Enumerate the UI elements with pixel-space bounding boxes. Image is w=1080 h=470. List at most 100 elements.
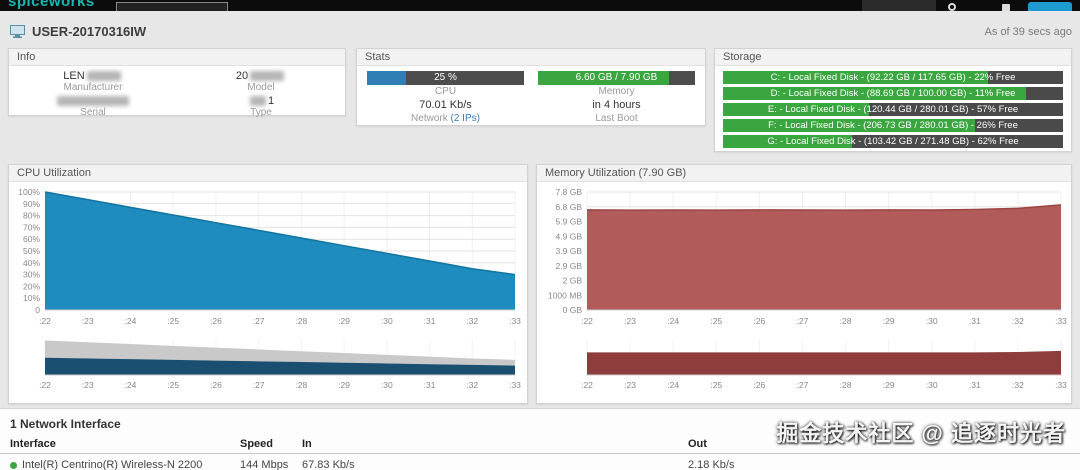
manufacturer-label: Manufacturer	[63, 82, 123, 93]
interface-out: 2.18 Kb/s	[688, 459, 735, 470]
disk-used-fill	[723, 87, 1026, 100]
type-value: 1	[267, 95, 275, 107]
svg-text::27: :27	[797, 380, 809, 390]
apps-icon[interactable]	[1002, 4, 1010, 11]
svg-text:0: 0	[35, 305, 40, 315]
memory-utilization-panel: Memory Utilization (7.90 GB) :22:23:24:2…	[536, 164, 1072, 404]
cpu-usage-bar: 25 %	[367, 71, 524, 85]
svg-text::22: :22	[39, 380, 51, 390]
app-logo[interactable]: spiceworks	[8, 0, 95, 10]
svg-text:3.9 GB: 3.9 GB	[556, 246, 583, 256]
svg-text::24: :24	[125, 316, 137, 326]
disk-usage-bar: G: - Local Fixed Disk - (103.42 GB / 271…	[723, 135, 1063, 148]
memory-usage-fill	[538, 71, 670, 85]
svg-text:80%: 80%	[23, 211, 40, 221]
svg-text::26: :26	[210, 380, 222, 390]
watermark: 掘金技术社区 @ 追逐时光者	[776, 421, 1066, 446]
last-boot-value: in 4 hours	[592, 99, 641, 111]
model-label: Model	[247, 82, 275, 93]
svg-text::31: :31	[424, 316, 436, 326]
disk-usage-label: F: - Local Fixed Disk - (206.73 GB / 280…	[768, 120, 1018, 131]
network-table-header: Interface Speed In Out	[0, 437, 1080, 454]
info-field-serial: Serial	[9, 94, 177, 119]
column-speed: Speed	[240, 438, 274, 450]
svg-text:6.8 GB: 6.8 GB	[556, 202, 583, 212]
cpu-usage-label: 25 %	[434, 72, 457, 83]
svg-text:4.9 GB: 4.9 GB	[556, 231, 583, 241]
svg-text::29: :29	[338, 316, 350, 326]
column-out: Out	[688, 438, 707, 450]
topbar-tab[interactable]	[862, 0, 936, 11]
cpu-label: CPU	[434, 86, 457, 97]
svg-text::33: :33	[1055, 316, 1067, 326]
svg-text::26: :26	[210, 316, 222, 326]
svg-text::33: :33	[509, 316, 521, 326]
stats-panel: Stats 25 % CPU 70.01 Kb/s Network (2 IPs…	[356, 48, 706, 126]
svg-text::31: :31	[424, 380, 436, 390]
svg-text::29: :29	[883, 380, 895, 390]
svg-text::32: :32	[466, 380, 478, 390]
ips-link[interactable]: (2 IPs)	[450, 113, 480, 124]
svg-text::32: :32	[466, 316, 478, 326]
disk-used-fill	[723, 119, 975, 132]
svg-text::27: :27	[253, 316, 265, 326]
svg-text::23: :23	[624, 316, 636, 326]
topbar-search-input[interactable]	[116, 2, 228, 11]
cpu-stat: 25 % CPU 70.01 Kb/s Network (2 IPs)	[367, 71, 524, 125]
redacted-text	[57, 96, 129, 107]
search-icon[interactable]	[948, 3, 956, 11]
memory-chart-title: Memory Utilization (7.90 GB)	[537, 165, 1071, 182]
interface-name[interactable]: Intel(R) Centrino(R) Wireless-N 2200	[22, 459, 203, 470]
svg-text::30: :30	[381, 316, 393, 326]
svg-text::25: :25	[167, 380, 179, 390]
svg-text::25: :25	[710, 380, 722, 390]
disk-usage-bar: E: - Local Fixed Disk - (120.44 GB / 280…	[723, 103, 1063, 116]
disk-usage-label: G: - Local Fixed Disk - (103.42 GB / 271…	[767, 136, 1019, 147]
svg-text:70%: 70%	[23, 222, 40, 232]
svg-text::30: :30	[926, 316, 938, 326]
svg-text::30: :30	[381, 380, 393, 390]
device-header: USER-20170316IW As of 39 secs ago	[8, 22, 1072, 42]
device-name[interactable]: USER-20170316IW	[32, 24, 147, 39]
last-boot-label: Last Boot	[595, 113, 638, 124]
interface-in: 67.83 Kb/s	[302, 459, 355, 470]
svg-text::24: :24	[667, 316, 679, 326]
svg-text:10%: 10%	[23, 293, 40, 303]
cpu-utilization-panel: CPU Utilization :22:23:24:25:26:27:28:29…	[8, 164, 528, 404]
svg-text:30%: 30%	[23, 270, 40, 280]
svg-text::23: :23	[82, 380, 94, 390]
topbar-action-button[interactable]	[1028, 2, 1072, 11]
svg-text::23: :23	[624, 380, 636, 390]
svg-text:90%: 90%	[23, 199, 40, 209]
svg-text:60%: 60%	[23, 234, 40, 244]
network-label-text: Network	[411, 113, 448, 124]
svg-text::29: :29	[338, 380, 350, 390]
svg-text::27: :27	[797, 316, 809, 326]
cpu-usage-fill	[367, 71, 407, 85]
svg-text:40%: 40%	[23, 258, 40, 268]
redacted-text	[249, 96, 266, 107]
interface-speed: 144 Mbps	[240, 459, 289, 470]
memory-stat: 6.60 GB / 7.90 GB Memory in 4 hours Last…	[538, 71, 695, 125]
redacted-text	[250, 71, 285, 82]
svg-text:0 GB: 0 GB	[563, 305, 583, 315]
svg-text::24: :24	[125, 380, 137, 390]
disk-used-fill	[723, 103, 870, 116]
disk-usage-label: D: - Local Fixed Disk - (88.69 GB / 100.…	[770, 88, 1016, 99]
svg-text::24: :24	[667, 380, 679, 390]
svg-text::29: :29	[883, 316, 895, 326]
model-value: 20	[235, 70, 249, 82]
info-field-model: 20 Model	[177, 69, 345, 94]
disk-usage-label: E: - Local Fixed Disk - (120.44 GB / 280…	[767, 104, 1019, 115]
network-throughput-value: 70.01 Kb/s	[419, 99, 472, 111]
cpu-chart-navigator[interactable]: :22:23:24:25:26:27:28:29:30:31:32:33	[9, 335, 527, 393]
info-field-manufacturer: LEN Manufacturer	[9, 69, 177, 94]
svg-text::32: :32	[1012, 316, 1024, 326]
svg-text:5.9 GB: 5.9 GB	[556, 217, 583, 227]
svg-text:2.9 GB: 2.9 GB	[556, 261, 583, 271]
column-in: In	[302, 438, 312, 450]
svg-text::28: :28	[840, 380, 852, 390]
svg-text::33: :33	[1055, 380, 1067, 390]
memory-chart-navigator[interactable]: :22:23:24:25:26:27:28:29:30:31:32:33	[537, 335, 1071, 393]
